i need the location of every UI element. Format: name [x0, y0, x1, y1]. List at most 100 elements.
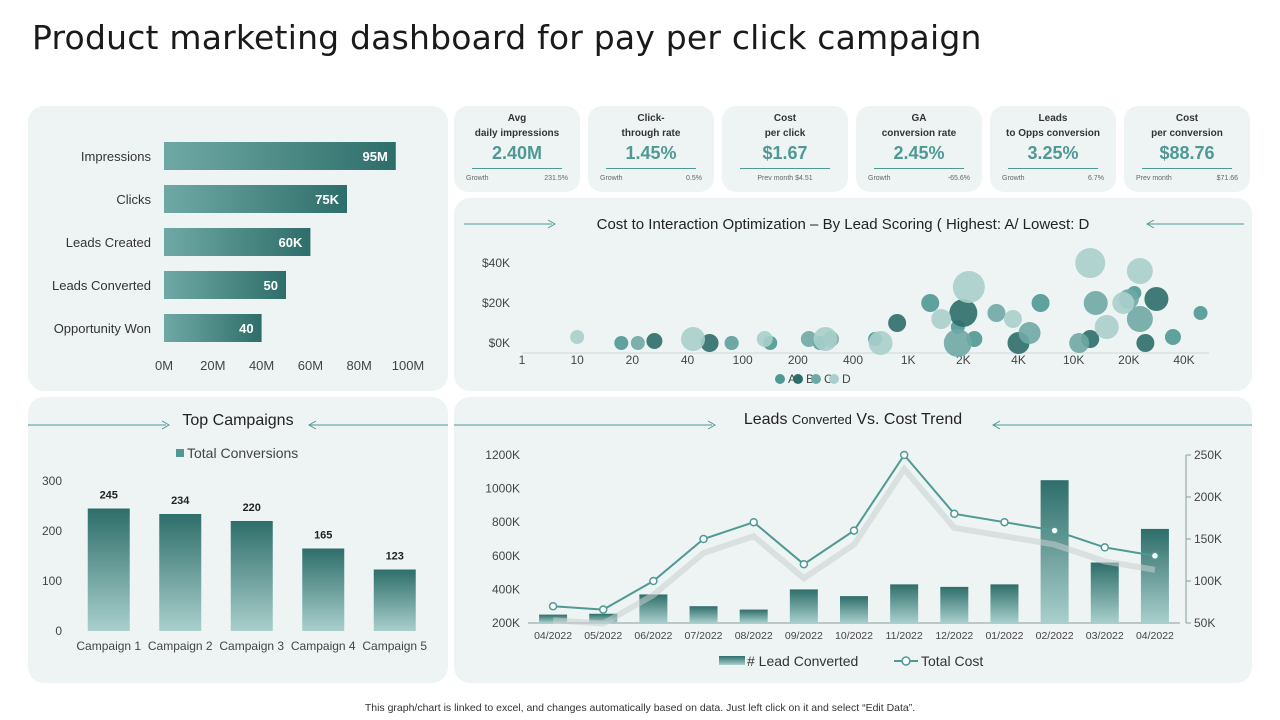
trend-title: Leads Converted Vs. Cost Trend	[744, 411, 962, 428]
kpi-foot-value: 6.7%	[1088, 175, 1104, 182]
trend-right-tick: 100K	[1194, 574, 1222, 588]
kpi-card: Click- through rate 1.45% Growth 0.5%	[588, 106, 714, 192]
scatter-point-c	[1069, 333, 1090, 353]
trend-x-label: 07/2022	[685, 630, 723, 642]
campaign-bar	[373, 569, 416, 631]
kpi-value: 3.25%	[1027, 143, 1079, 163]
scatter-point-c	[724, 336, 739, 350]
legend-marker-b	[793, 374, 803, 384]
scatter-point-b	[888, 314, 907, 332]
total-cost-point	[749, 517, 758, 527]
legend-marker-a	[775, 374, 785, 384]
kpi-card: Avg daily impressions 2.40M Growth 231.5%	[454, 106, 580, 192]
kpi-label-line2: daily impressions	[474, 128, 560, 139]
scatter-x-tick: 40K	[1173, 353, 1194, 367]
scatter-x-tick: 40	[681, 353, 695, 367]
scatter-point-d	[813, 327, 838, 351]
arrow-right-icon	[707, 420, 717, 430]
scatter-point-d	[868, 331, 893, 355]
arrow-left-icon	[307, 420, 317, 430]
trend-right-tick: 200K	[1194, 490, 1222, 504]
kpi-foot-label: Growth	[466, 175, 489, 182]
kpi-divider	[740, 168, 830, 169]
kpi-card: GA conversion rate 2.45% Growth -65.6%	[856, 106, 982, 192]
trend-right-tick: 250K	[1194, 448, 1222, 462]
lead-converted-bar	[539, 614, 568, 623]
scatter-point-c	[1018, 322, 1041, 344]
lead-converted-bar	[940, 586, 969, 623]
trend-left-tick: 200K	[492, 616, 520, 630]
total-cost-point	[1050, 526, 1059, 535]
total-cost-point	[1100, 543, 1110, 552]
kpi-divider	[606, 168, 696, 169]
kpi-card: Cost per conversion $88.76 Prev month $71…	[1124, 106, 1250, 192]
scatter-point-d	[1094, 315, 1119, 339]
funnel-category-label: Leads Converted	[52, 278, 151, 293]
scatter-y-tick: $40K	[482, 256, 510, 270]
legend-bar-marker	[719, 656, 745, 665]
lead-scoring-scatter-chart: Cost to Interaction Optimization – By Le…	[464, 216, 1244, 386]
total-cost-point	[649, 576, 658, 586]
kpi-foot-value: 0.5%	[686, 175, 702, 182]
trend-panel	[454, 397, 1252, 683]
kpi-foot-label: Growth	[600, 175, 623, 182]
campaign-bar	[87, 508, 130, 631]
scatter-point-d	[681, 327, 706, 351]
legend-line-point	[901, 656, 911, 666]
trend-x-label: 04/2022	[534, 630, 572, 642]
lead-converted-bar	[990, 584, 1019, 623]
funnel-x-tick: 0M	[155, 358, 173, 373]
campaign-bar-value: 123	[386, 551, 404, 563]
kpi-value: $88.76	[1159, 143, 1215, 163]
total-cost-point	[1150, 551, 1160, 561]
kpi-foot-value: 231.5%	[544, 175, 568, 182]
funnel-x-tick: 100M	[392, 358, 425, 373]
campaign-bar-value: 165	[314, 530, 332, 542]
scatter-point-d	[931, 309, 952, 329]
kpi-label-line1: GA	[911, 113, 927, 124]
trend-left-tick: 400K	[492, 582, 520, 596]
legend-marker-d	[829, 374, 839, 384]
scatter-point-d	[1075, 248, 1106, 278]
scatter-point-c	[630, 336, 645, 350]
scatter-point-c	[943, 329, 972, 357]
funnel-bar	[164, 142, 396, 170]
funnel-bar	[164, 314, 262, 342]
scatter-point-d	[1126, 258, 1153, 284]
funnel-bar	[164, 271, 286, 299]
lead-converted-bar	[1040, 480, 1069, 623]
footnote: This graph/chart is linked to excel, and…	[364, 702, 916, 714]
total-cost-point	[849, 526, 859, 535]
kpi-label-line1: Cost	[1175, 113, 1199, 124]
trend-right-tick: 50K	[1194, 616, 1215, 630]
trend-left-tick: 1200K	[485, 448, 520, 462]
lead-converted-bar	[840, 596, 868, 623]
campaign-y-tick: 0	[55, 624, 62, 638]
scatter-point-b	[646, 333, 663, 349]
scatter-point-a	[1164, 329, 1181, 345]
scatter-x-tick: 1	[519, 353, 526, 367]
leads-cost-trend-chart: Leads Converted Vs. Cost Trend 1200K 1000K…	[454, 411, 1252, 669]
kpi-label-line1: Cost	[773, 113, 797, 124]
total-cost-point	[950, 509, 959, 519]
kpi-foot-label: Growth	[1002, 175, 1025, 182]
campaign-x-label: Campaign 3	[219, 639, 284, 653]
funnel-x-tick: 40M	[249, 358, 274, 373]
funnel-x-tick: 20M	[200, 358, 225, 373]
funnel-category-label: Impressions	[81, 149, 152, 164]
arrow-right-icon	[547, 219, 557, 229]
campaign-y-tick: 300	[42, 474, 62, 488]
legend-label: B	[806, 372, 814, 386]
lead-converted-bar	[890, 584, 919, 623]
campaign-bar	[159, 514, 202, 631]
campaign-bar-value: 234	[171, 495, 190, 507]
total-cost-point	[799, 559, 809, 569]
trend-x-label: 12/2022	[935, 630, 973, 642]
scatter-point-d	[756, 331, 773, 347]
scatter-title: Cost to Interaction Optimization – By Le…	[597, 216, 1090, 233]
scatter-point-a	[1193, 306, 1208, 320]
funnel-x-tick: 60M	[298, 358, 323, 373]
lead-converted-bar	[689, 606, 718, 623]
lead-converted-bar	[1090, 562, 1119, 623]
scatter-point-a	[921, 294, 940, 312]
